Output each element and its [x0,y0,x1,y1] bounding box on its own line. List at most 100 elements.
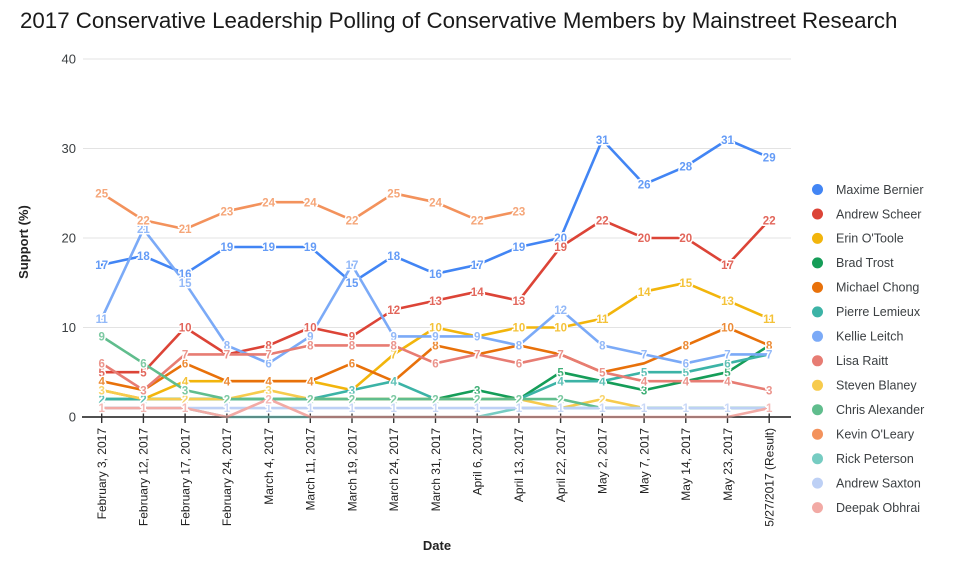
svg-text:4: 4 [307,376,314,388]
svg-text:11: 11 [763,314,776,326]
svg-text:5: 5 [140,367,147,379]
svg-text:1: 1 [641,403,648,415]
svg-text:1: 1 [724,403,731,415]
svg-text:March 19, 2017: March 19, 2017 [345,428,359,512]
svg-text:28: 28 [679,162,692,174]
svg-text:22: 22 [596,215,609,227]
svg-text:10: 10 [179,323,192,335]
svg-text:17: 17 [95,260,108,272]
svg-text:2: 2 [224,394,230,406]
svg-text:8: 8 [766,341,773,353]
svg-text:1: 1 [766,403,773,415]
svg-text:April 22, 2017: April 22, 2017 [554,428,568,502]
svg-text:9: 9 [474,332,480,344]
svg-text:1: 1 [766,403,773,415]
svg-text:Brad Trost: Brad Trost [836,256,894,270]
svg-text:15: 15 [346,278,359,290]
svg-text:2: 2 [98,394,104,406]
svg-text:Andrew Saxton: Andrew Saxton [836,476,921,490]
svg-text:2: 2 [432,394,438,406]
svg-text:6: 6 [432,359,438,371]
svg-text:7: 7 [766,350,772,362]
svg-text:7: 7 [182,350,188,362]
svg-text:Chris Alexander: Chris Alexander [836,403,924,417]
svg-text:6: 6 [683,359,689,371]
svg-text:17: 17 [346,260,359,272]
svg-text:1: 1 [557,403,564,415]
svg-text:May 7, 2017: May 7, 2017 [637,428,651,494]
svg-text:9: 9 [349,332,355,344]
svg-text:8: 8 [432,341,439,353]
svg-text:22: 22 [346,215,359,227]
svg-text:5: 5 [557,367,564,379]
svg-text:21: 21 [137,224,150,236]
svg-text:2: 2 [516,394,522,406]
svg-text:24: 24 [304,197,317,209]
svg-text:1: 1 [683,403,690,415]
svg-text:16: 16 [179,269,192,281]
svg-text:19: 19 [221,242,234,254]
svg-text:21: 21 [179,224,192,236]
svg-text:4: 4 [224,376,231,388]
svg-text:22: 22 [137,215,150,227]
svg-text:3: 3 [98,385,104,397]
svg-text:16: 16 [429,269,442,281]
svg-text:11: 11 [596,314,609,326]
svg-text:2: 2 [140,394,146,406]
svg-text:Kevin O'Leary: Kevin O'Leary [836,428,915,442]
svg-text:26: 26 [638,180,651,192]
svg-text:2: 2 [140,394,146,406]
svg-text:Support (%): Support (%) [16,205,31,279]
svg-text:22: 22 [763,215,776,227]
svg-text:13: 13 [429,296,442,308]
svg-text:1: 1 [683,403,690,415]
svg-text:Deepak Obhrai: Deepak Obhrai [836,501,920,515]
svg-text:2: 2 [224,394,230,406]
svg-text:March 11, 2017: March 11, 2017 [304,428,318,511]
svg-text:1: 1 [140,403,147,415]
svg-text:6: 6 [349,359,355,371]
svg-text:20: 20 [62,231,76,246]
svg-text:Pierre Lemieux: Pierre Lemieux [836,305,921,319]
svg-text:1: 1 [683,403,690,415]
svg-text:2: 2 [307,394,313,406]
svg-text:6: 6 [516,359,522,371]
svg-text:March 4, 2017: March 4, 2017 [262,428,276,505]
svg-text:20: 20 [679,233,692,245]
svg-text:Date: Date [423,538,451,553]
svg-text:4: 4 [599,376,606,388]
svg-text:7: 7 [766,350,772,362]
svg-text:6: 6 [140,359,146,371]
svg-text:4: 4 [265,376,272,388]
svg-text:1: 1 [98,403,105,415]
svg-text:18: 18 [137,251,150,263]
svg-text:3: 3 [182,385,188,397]
svg-text:6: 6 [724,359,730,371]
svg-text:8: 8 [766,341,773,353]
svg-text:Michael Chong: Michael Chong [836,281,919,295]
svg-text:8: 8 [516,341,523,353]
svg-text:2: 2 [265,394,271,406]
svg-text:5/27/2017 (Result): 5/27/2017 (Result) [763,428,777,527]
svg-text:4: 4 [265,376,272,388]
svg-text:2: 2 [349,394,355,406]
svg-text:1: 1 [766,403,773,415]
svg-text:15: 15 [679,278,692,290]
svg-text:6: 6 [265,359,271,371]
svg-text:1: 1 [724,403,731,415]
svg-text:24: 24 [429,197,442,209]
svg-text:2: 2 [516,394,522,406]
svg-text:0: 0 [69,410,76,425]
svg-text:2: 2 [224,394,230,406]
svg-text:Steven Blaney: Steven Blaney [836,379,917,393]
svg-text:2017 Conservative Leadership P: 2017 Conservative Leadership Polling of … [20,8,897,33]
svg-text:2: 2 [349,394,355,406]
svg-text:2: 2 [390,394,396,406]
svg-text:22: 22 [471,215,484,227]
svg-text:17: 17 [721,260,734,272]
svg-text:1: 1 [766,403,773,415]
svg-text:20: 20 [554,233,567,245]
svg-text:9: 9 [390,332,396,344]
svg-text:7: 7 [474,350,480,362]
svg-text:1: 1 [224,403,231,415]
